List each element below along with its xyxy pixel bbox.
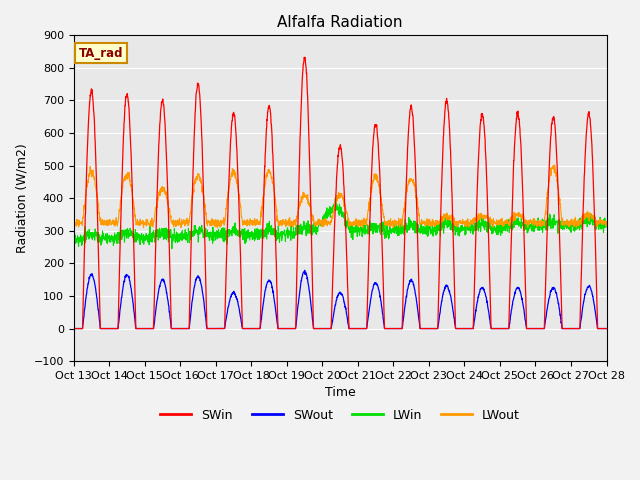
Text: TA_rad: TA_rad xyxy=(79,47,124,60)
X-axis label: Time: Time xyxy=(324,386,355,399)
Title: Alfalfa Radiation: Alfalfa Radiation xyxy=(277,15,403,30)
Y-axis label: Radiation (W/m2): Radiation (W/m2) xyxy=(15,144,28,253)
Legend: SWin, SWout, LWin, LWout: SWin, SWout, LWin, LWout xyxy=(155,404,525,427)
